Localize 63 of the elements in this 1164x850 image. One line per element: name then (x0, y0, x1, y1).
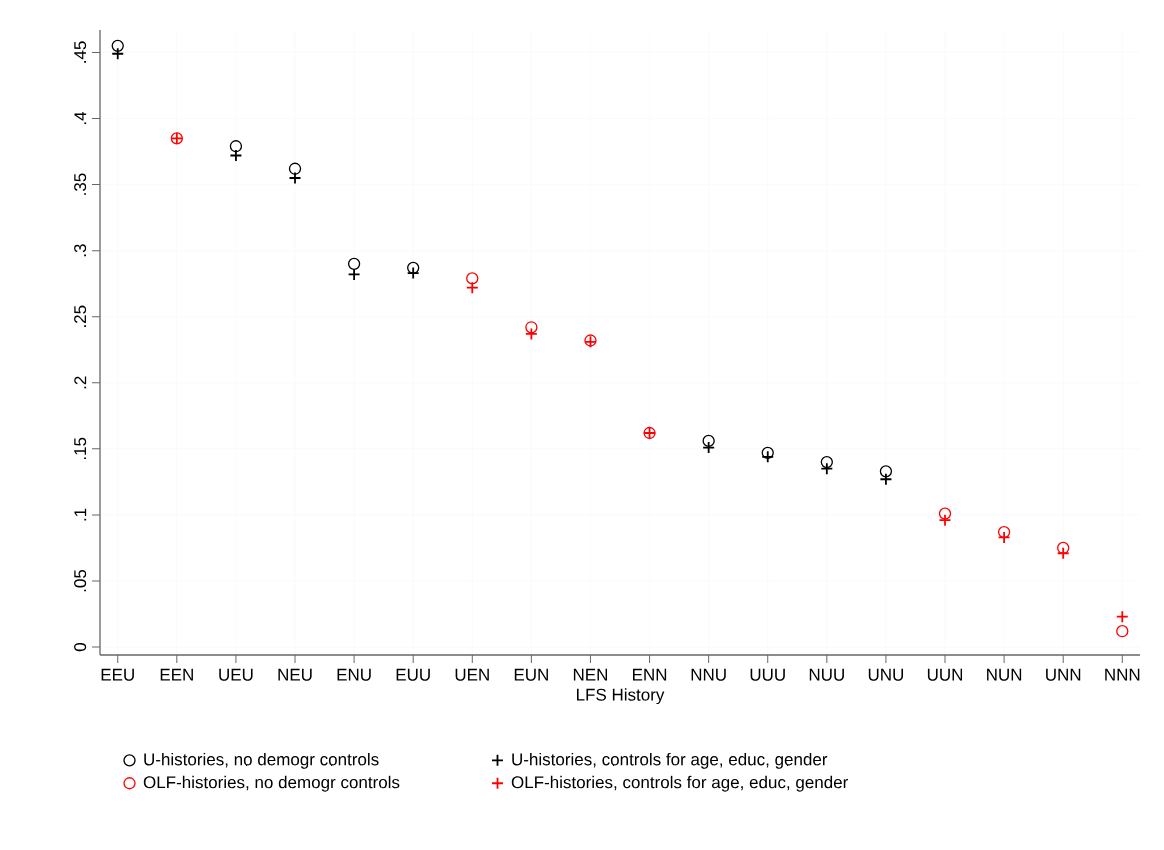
point (997, 530, 1011, 544)
x-tick-label: NEU (278, 668, 312, 681)
point (820, 455, 833, 469)
x-tick-label: UEU (219, 668, 253, 681)
y-tick-label: 0 (74, 642, 87, 652)
legend-label: OLF-histories, controls for age, educ, gender (511, 775, 849, 792)
point (702, 441, 716, 454)
y-tick-label: .25 (74, 305, 87, 327)
point (466, 272, 479, 285)
legend-label: U-histories, controls for age, educ, gender (512, 752, 828, 769)
y-tick-label: .4 (74, 111, 87, 125)
point (288, 171, 302, 185)
y-tick-label: .05 (74, 569, 87, 592)
point (347, 257, 361, 271)
point (938, 513, 952, 527)
point (879, 465, 893, 478)
point (406, 266, 420, 280)
point (229, 149, 243, 162)
x-tick-label: UUN (927, 668, 963, 681)
point (820, 462, 834, 476)
point (997, 525, 1011, 539)
x-axis-title: LFS History (577, 688, 665, 705)
point (288, 162, 302, 175)
point (525, 321, 538, 334)
y-tick-label: .35 (74, 173, 87, 195)
legend-label: U-histories, no demogr controls (144, 752, 379, 769)
point (1116, 625, 1129, 638)
x-tick-label: UNU (868, 668, 904, 681)
legend-label: OLF-histories, no demogr controls (143, 775, 400, 792)
y-tick-label: .2 (74, 376, 87, 389)
point (524, 327, 538, 341)
point (938, 507, 952, 520)
x-tick-label: NUN (987, 668, 1022, 681)
x-tick-label: EEN (160, 668, 193, 681)
point (347, 268, 361, 281)
x-tick-label: EEU (101, 668, 134, 681)
x-tick-label: NUU (809, 668, 844, 681)
point (879, 472, 893, 486)
y-tick-label: .15 (74, 437, 87, 460)
point (702, 434, 715, 448)
point (761, 446, 774, 459)
point (761, 450, 775, 464)
y-tick-label: .3 (74, 244, 87, 257)
x-tick-label: NNN (1105, 668, 1140, 681)
y-tick-label: .45 (74, 41, 87, 63)
x-tick-label: ENU (337, 668, 371, 681)
point (407, 261, 420, 274)
point (111, 39, 124, 52)
x-tick-label: EUU (396, 668, 430, 681)
x-tick-label: UUU (750, 668, 785, 681)
x-tick-label: EUN (514, 668, 548, 681)
x-tick-label: NEN (573, 668, 608, 681)
point (1115, 610, 1129, 624)
x-tick-label: NNU (691, 668, 726, 681)
x-tick-label: ENN (633, 668, 667, 681)
y-tick-label: .1 (74, 508, 87, 521)
x-tick-label: UEN (455, 668, 489, 681)
point (229, 140, 243, 153)
point (465, 281, 479, 295)
point (1057, 541, 1070, 555)
x-tick-label: UNN (1046, 668, 1081, 681)
point (1056, 546, 1070, 560)
point (111, 47, 125, 61)
